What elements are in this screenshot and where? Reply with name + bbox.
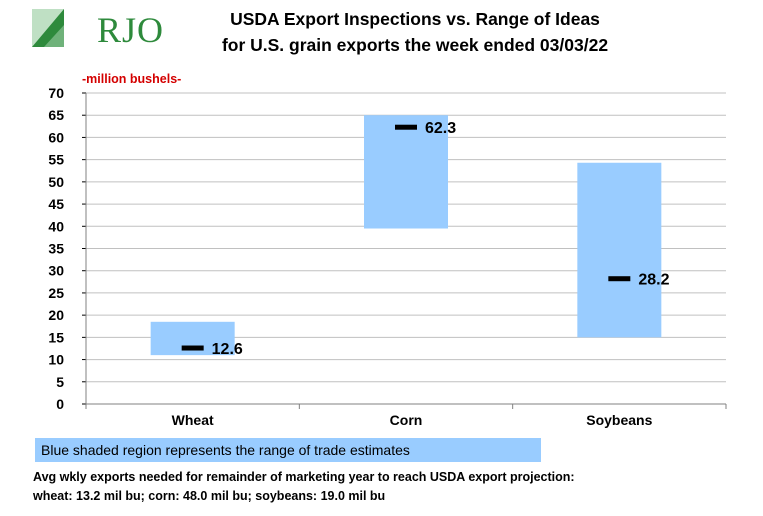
footnote-line-2: wheat: 13.2 mil bu; corn: 48.0 mil bu; s… — [33, 489, 386, 503]
chart-title-line-2: for U.S. grain exports the week ended 03… — [221, 35, 609, 55]
chart-title-line-1: USDA Export Inspections vs. Range of Ide… — [230, 9, 600, 29]
y-tick-label: 20 — [48, 307, 64, 323]
y-tick-label: 70 — [48, 85, 64, 101]
y-tick-label: 15 — [48, 329, 64, 345]
actual-marker-soybeans — [608, 276, 631, 282]
actual-marker-wheat — [181, 345, 204, 351]
y-tick-label: 45 — [48, 196, 64, 212]
range-bar-soybeans — [577, 162, 662, 338]
logo-text: RJO — [97, 10, 165, 50]
chart-title: USDA Export Inspections vs. Range of Ide… — [150, 6, 680, 58]
y-tick-label: 35 — [48, 241, 64, 257]
category-label: Soybeans — [586, 412, 652, 428]
y-tick-label: 50 — [48, 174, 64, 190]
y-tick-label: 55 — [48, 152, 64, 168]
logo-mark-icon — [32, 9, 64, 47]
y-tick-label: 40 — [48, 218, 64, 234]
category-label: Wheat — [172, 412, 214, 428]
y-tick-label: 30 — [48, 263, 64, 279]
actual-value-label: 12.6 — [212, 341, 243, 358]
category-label: Corn — [390, 412, 423, 428]
legend-box: Blue shaded region represents the range … — [35, 438, 541, 462]
actual-value-label: 28.2 — [638, 272, 669, 289]
y-tick-label: 10 — [48, 352, 64, 368]
y-tick-label: 25 — [48, 285, 64, 301]
actual-value-label: 62.3 — [425, 120, 456, 137]
footnote-line-1: Avg wkly exports needed for remainder of… — [33, 470, 575, 484]
legend-text: Blue shaded region represents the range … — [41, 442, 410, 458]
y-tick-label: 65 — [48, 107, 64, 123]
range-bar-corn — [364, 115, 448, 229]
rjo-logo: RJO — [30, 7, 163, 50]
unit-label: -million bushels- — [82, 72, 182, 86]
y-tick-label: 5 — [56, 374, 64, 390]
y-tick-label: 60 — [48, 129, 64, 145]
actual-marker-corn — [395, 124, 417, 130]
y-tick-label: 0 — [56, 396, 64, 412]
